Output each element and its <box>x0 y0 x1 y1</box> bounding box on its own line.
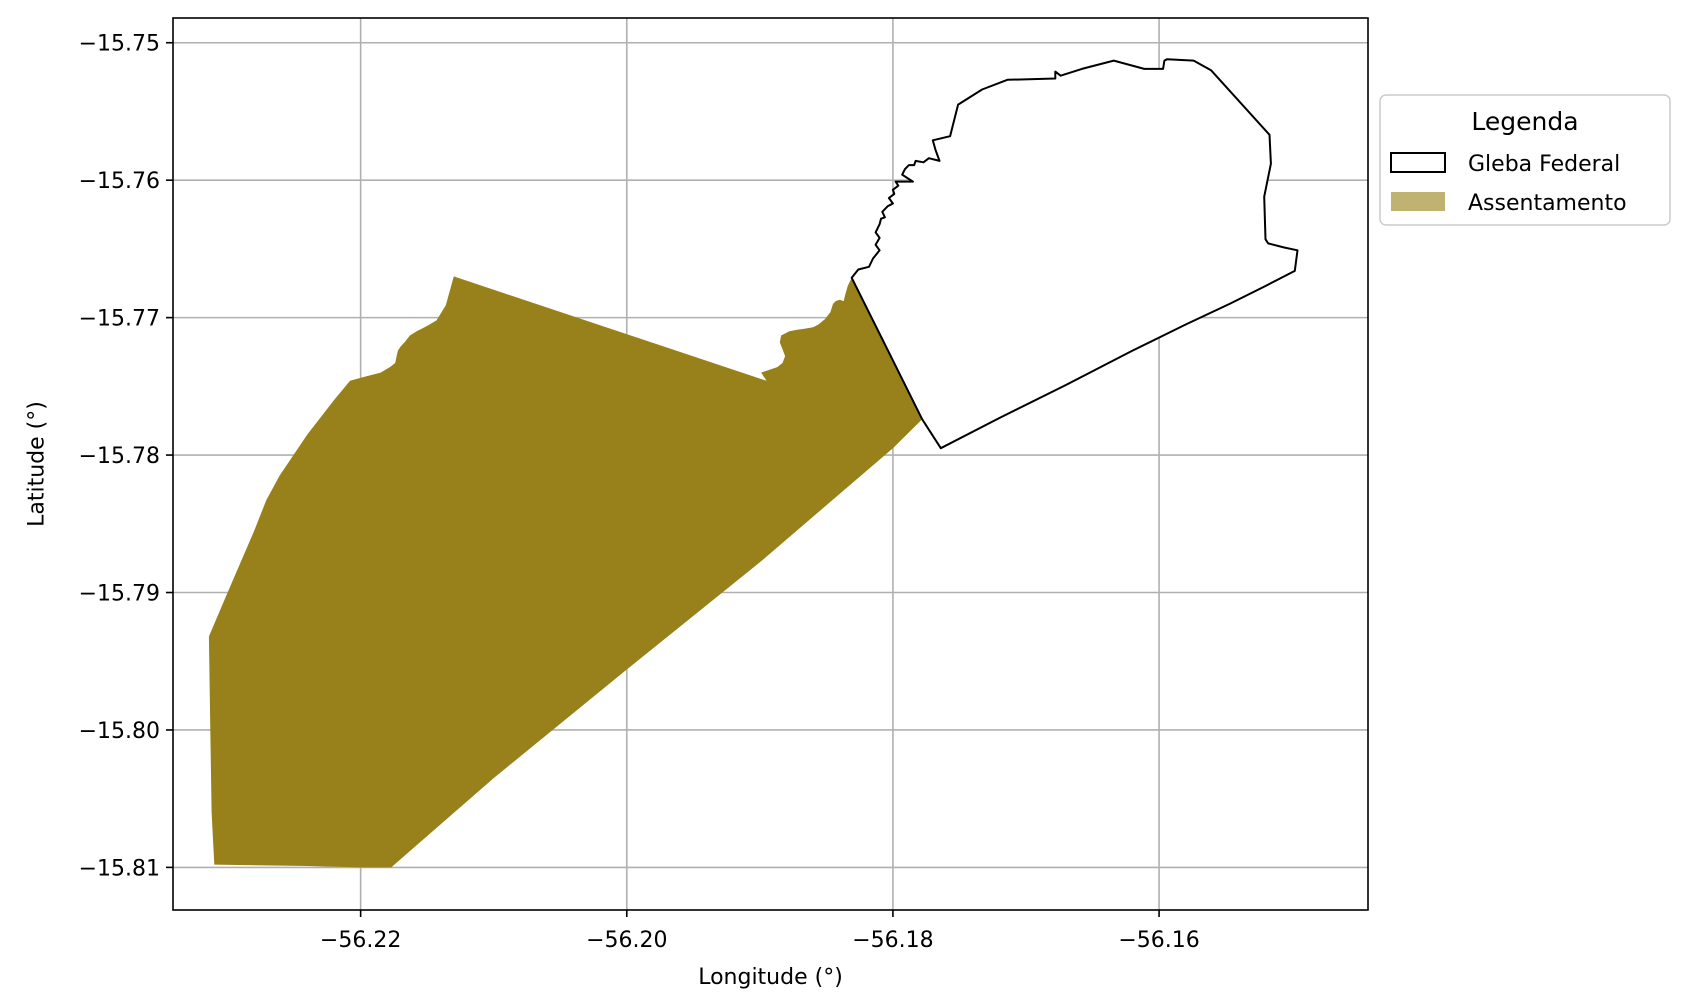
gleba-federal-polygon <box>850 58 1299 450</box>
legend: Legenda Gleba Federal Assentamento <box>1379 94 1671 226</box>
y-tick-label: −15.75 <box>79 32 160 57</box>
plot-frame <box>172 17 1369 911</box>
legend-swatch-gleba-federal <box>1390 152 1446 173</box>
x-tick-label: −56.16 <box>1118 928 1199 953</box>
y-axis-label: Latitude (°) <box>25 401 50 527</box>
y-tick-label: −15.79 <box>79 582 160 607</box>
legend-label-assentamento: Assentamento <box>1468 191 1627 216</box>
axis-ticks: −56.22 −56.20 −56.18 −56.16 −15.75 −15.76 −15.… <box>79 32 1200 953</box>
legend-box <box>1379 94 1671 226</box>
y-tick-label: −15.76 <box>79 169 160 194</box>
map-polygons <box>208 58 1299 868</box>
x-tick-label: −56.22 <box>320 928 401 953</box>
y-tick-label: −15.81 <box>79 856 160 881</box>
y-tick-label: −15.80 <box>79 719 160 744</box>
x-axis-label: Longitude (°) <box>698 965 843 990</box>
legend-swatch-assentamento <box>1391 192 1445 211</box>
x-tick-label: −56.20 <box>586 928 667 953</box>
assentamento-polygon <box>208 276 923 868</box>
legend-title: Legenda <box>1471 107 1578 136</box>
x-tick-label: −56.18 <box>852 928 933 953</box>
legend-label-gleba-federal: Gleba Federal <box>1468 152 1620 177</box>
y-tick-label: −15.77 <box>79 307 160 332</box>
y-tick-label: −15.78 <box>79 444 160 469</box>
